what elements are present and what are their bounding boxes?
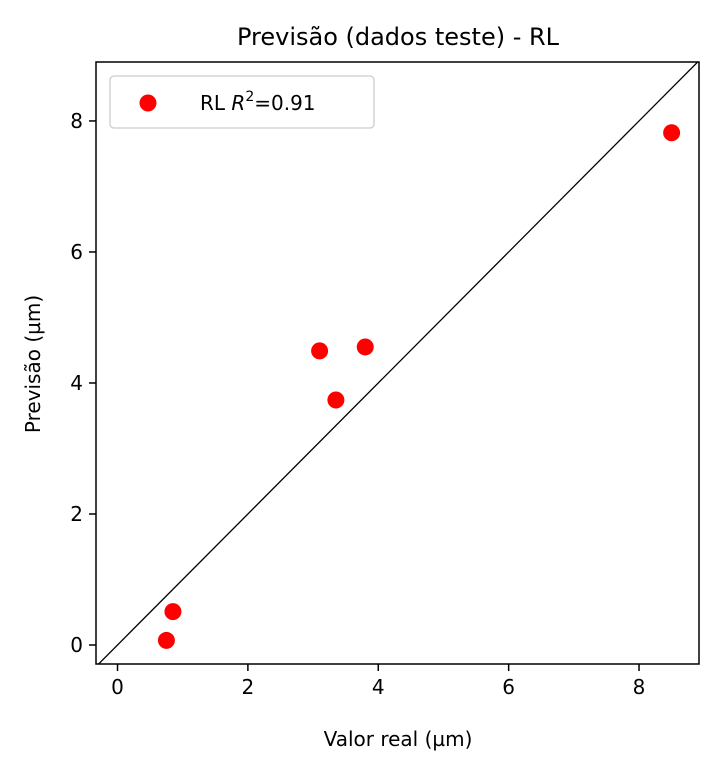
x-tick-label: 6 [502, 675, 515, 699]
x-tick-label: 8 [633, 675, 646, 699]
data-point [311, 342, 329, 360]
identity-line [97, 62, 699, 664]
x-tick-label: 2 [242, 675, 255, 699]
data-point [356, 338, 374, 356]
x-axis-label: Valor real (µm) [324, 727, 473, 751]
y-tick-label: 4 [70, 371, 83, 395]
plot-area: 0 2 4 6 8 0 2 4 6 8 [70, 61, 700, 699]
axes-frame [95, 61, 700, 665]
data-point [157, 631, 175, 649]
legend-name-suffix: =0.91 [254, 91, 315, 115]
legend-box [109, 75, 375, 129]
legend-name-math: R [231, 91, 245, 115]
y-tick-label: 6 [70, 240, 83, 264]
legend-entry-label: RL R2=0.91 [200, 89, 316, 115]
data-point [164, 603, 182, 621]
y-tick-label: 2 [70, 502, 83, 526]
y-tick-label: 0 [70, 633, 83, 657]
legend-marker [139, 94, 157, 112]
legend: RL R2=0.91 [109, 75, 375, 129]
data-point [327, 391, 345, 409]
y-axis-label: Previsão (µm) [21, 295, 45, 433]
x-tick-label: 4 [372, 675, 385, 699]
y-tick-label: 8 [70, 109, 83, 133]
legend-name-sup: 2 [245, 89, 254, 105]
x-tick-label: 0 [111, 675, 124, 699]
data-point [663, 124, 681, 142]
legend-name-prefix: RL [200, 91, 231, 115]
chart-title: Previsão (dados teste) - RL [237, 23, 560, 51]
